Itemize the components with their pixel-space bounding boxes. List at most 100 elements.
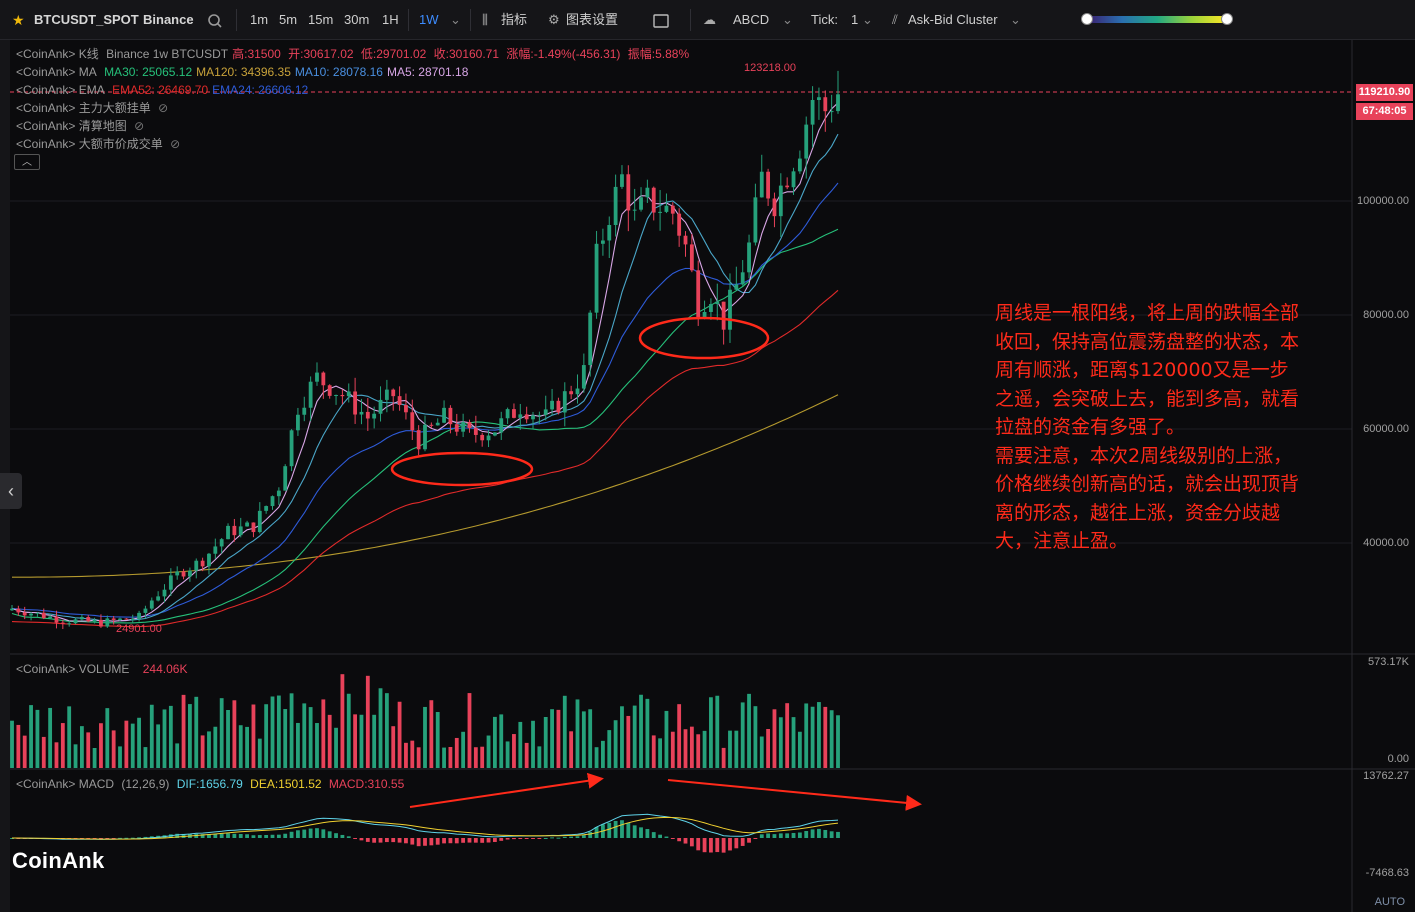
volume-bar bbox=[111, 730, 116, 768]
macd-histogram-bar bbox=[467, 838, 472, 843]
volume-bar bbox=[92, 747, 97, 768]
candle-body bbox=[473, 428, 478, 435]
macd-histogram-bar bbox=[391, 838, 396, 843]
candle-body bbox=[823, 97, 828, 112]
macd-histogram-bar bbox=[207, 834, 211, 838]
volume-bar bbox=[207, 731, 211, 768]
macd-histogram-bar bbox=[86, 838, 91, 839]
volume-bar bbox=[689, 726, 694, 768]
chart-settings-button[interactable]: 图表设置 bbox=[566, 12, 619, 27]
chevron-down-icon[interactable]: ⌄ bbox=[782, 12, 793, 27]
volume-bar bbox=[283, 709, 288, 768]
chevron-down-icon[interactable]: ⌄ bbox=[862, 12, 873, 27]
color-gradient-slider[interactable] bbox=[1087, 16, 1227, 23]
tick-label: Tick: bbox=[811, 12, 838, 27]
timeframe-1w[interactable]: 1W bbox=[419, 12, 439, 27]
eye-off-icon[interactable]: ⊘ bbox=[158, 101, 169, 115]
volume-bar bbox=[543, 716, 548, 768]
exchange-name[interactable]: Binance bbox=[143, 12, 194, 27]
indicators-button[interactable]: 指标 bbox=[501, 12, 528, 27]
candle-body bbox=[92, 619, 97, 622]
chevron-down-icon[interactable]: ⌄ bbox=[1010, 12, 1021, 27]
search-icon[interactable] bbox=[207, 0, 223, 40]
candle-body bbox=[346, 391, 351, 397]
volume-bar bbox=[448, 747, 453, 768]
slider-handle-left[interactable] bbox=[1081, 13, 1093, 25]
tick-value[interactable]: 1 bbox=[851, 12, 859, 27]
candle-body bbox=[689, 244, 694, 271]
candle-body bbox=[48, 616, 53, 619]
volume-bar bbox=[486, 735, 491, 768]
abcd-button[interactable]: ABCD bbox=[733, 12, 770, 27]
chart-canvas[interactable] bbox=[0, 40, 1415, 912]
volume-bar bbox=[130, 723, 135, 768]
timeframe-5m[interactable]: 5m bbox=[279, 12, 298, 27]
star-icon[interactable]: ★ bbox=[12, 12, 25, 28]
indicator-icon[interactable]: ⫼ bbox=[482, 12, 488, 27]
candle-body bbox=[518, 414, 523, 418]
chevron-left-icon[interactable]: ‹ bbox=[0, 473, 22, 509]
ma-legend: <CoinAnk> MA MA30: 25065.12 MA120: 34396.… bbox=[16, 63, 472, 81]
volume-bar bbox=[372, 714, 377, 768]
eye-off-icon[interactable]: ⊘ bbox=[170, 137, 181, 151]
macd-histogram-bar bbox=[359, 838, 364, 841]
auto-scale-button[interactable]: AUTO bbox=[1374, 896, 1405, 908]
macd-histogram-bar bbox=[740, 838, 745, 846]
macd-histogram-bar bbox=[397, 838, 402, 843]
candle-body bbox=[442, 407, 446, 423]
timeframe-15m[interactable]: 15m bbox=[308, 12, 334, 27]
slider-handle-right[interactable] bbox=[1221, 13, 1233, 25]
low-marker: 24901.00 bbox=[116, 623, 162, 635]
volume-bar bbox=[429, 700, 434, 768]
volume-bar bbox=[524, 742, 529, 768]
candle-body bbox=[79, 617, 84, 620]
timeframe-1h[interactable]: 1H bbox=[382, 12, 399, 27]
macd-histogram-bar bbox=[99, 838, 103, 839]
volume-bar bbox=[702, 730, 707, 768]
cluster-icon[interactable]: ⫽ bbox=[892, 12, 898, 27]
ma10-value: MA10: 28078.16 bbox=[294, 65, 383, 79]
timeframe-30m[interactable]: 30m bbox=[344, 12, 370, 27]
macd-histogram-bar bbox=[143, 836, 148, 838]
candle-body bbox=[73, 619, 78, 624]
volume-bar bbox=[537, 746, 542, 768]
candle-body bbox=[137, 612, 141, 619]
candle-body bbox=[429, 424, 434, 426]
ma120-value: MA120: 34396.35 bbox=[196, 65, 291, 79]
cloud-icon[interactable]: ☁ bbox=[703, 12, 716, 27]
candle-body bbox=[365, 411, 370, 419]
volume-bar bbox=[836, 715, 840, 768]
volume-bar bbox=[721, 747, 726, 768]
eye-off-icon[interactable]: ⊘ bbox=[134, 119, 145, 133]
candle-body bbox=[302, 407, 307, 415]
macd-histogram-bar bbox=[276, 834, 281, 838]
candle-body bbox=[740, 272, 745, 285]
candle-body bbox=[645, 187, 650, 198]
volume-bar bbox=[817, 702, 821, 768]
volume-axis-top: 573.17K bbox=[1368, 656, 1409, 668]
gear-icon[interactable]: ⚙ bbox=[548, 12, 560, 27]
candle-body bbox=[581, 365, 586, 389]
volume-bar bbox=[753, 706, 758, 768]
volume-bar bbox=[315, 723, 319, 768]
candle-body bbox=[67, 623, 72, 625]
volume-bar bbox=[264, 704, 269, 768]
timeframe-1m[interactable]: 1m bbox=[250, 12, 269, 27]
fullscreen-icon[interactable] bbox=[653, 0, 669, 40]
volume-bar bbox=[626, 715, 631, 768]
candle-body bbox=[454, 424, 459, 432]
candle-body bbox=[448, 407, 453, 425]
candle-body bbox=[626, 174, 631, 211]
volume-bar bbox=[435, 712, 440, 768]
annotation-paragraph: 需要注意，本次2周线级别的上涨，价格继续创新高的话，就会出现顶背离的形态，越往上… bbox=[995, 444, 1300, 553]
volume-bar bbox=[442, 747, 446, 768]
chevron-down-icon[interactable]: ⌄ bbox=[450, 12, 461, 27]
ask-bid-cluster-button[interactable]: Ask-Bid Cluster bbox=[908, 12, 998, 27]
candle-body bbox=[111, 618, 116, 620]
macd-histogram-bar bbox=[181, 833, 186, 838]
macd-histogram-bar bbox=[709, 838, 713, 853]
candle-body bbox=[543, 409, 548, 415]
symbol-name[interactable]: BTCUSDT_SPOT bbox=[34, 12, 139, 27]
candle-body bbox=[245, 522, 249, 527]
collapse-legend-button[interactable]: ︿ bbox=[14, 154, 40, 170]
